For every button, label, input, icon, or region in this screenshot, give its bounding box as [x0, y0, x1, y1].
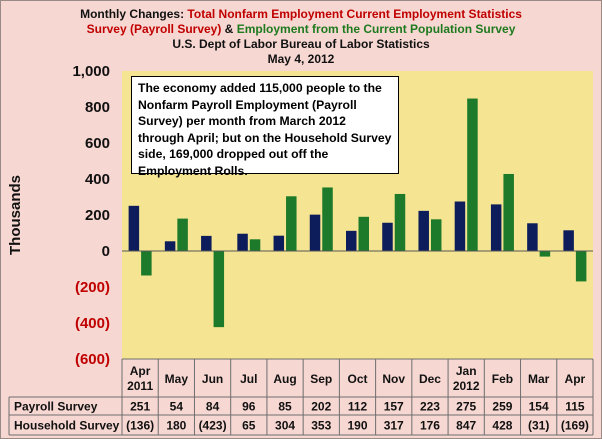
bar-payroll [128, 205, 140, 251]
bar-household [141, 251, 152, 276]
table-cell-value: 202 [311, 400, 331, 414]
table-cell-value: 428 [492, 419, 512, 433]
bar-household [177, 218, 188, 251]
table-cell-value: 115 [565, 400, 585, 414]
bar-household [467, 98, 478, 251]
table-cell-value: 275 [456, 400, 476, 414]
x-tick-label: Dec [419, 372, 441, 386]
table-cell-value: (136) [126, 419, 154, 433]
x-tick-label-year: 2011 [127, 379, 153, 393]
title-payroll-survey: Survey (Payroll Survey) [86, 22, 222, 36]
bar-payroll [237, 233, 248, 251]
bar-payroll [382, 222, 393, 251]
bar-payroll [563, 230, 574, 251]
bar-household [575, 251, 587, 282]
table-cell-value: 176 [420, 419, 440, 433]
bar-payroll [273, 235, 285, 251]
x-tick-label: Apr [565, 372, 586, 386]
title-household-part: Employment from the Current Population S… [236, 22, 516, 36]
y-tick-label: 600 [85, 135, 110, 152]
table-cell-value: 84 [206, 400, 220, 414]
bar-household [539, 251, 551, 257]
x-tick-label: Jan [456, 364, 477, 378]
bar-payroll [201, 235, 212, 251]
table-cell-value: 180 [166, 419, 186, 433]
x-tick-label: Mar [528, 372, 550, 386]
table-cell-value: 317 [384, 419, 404, 433]
x-tick-label: Nov [382, 372, 405, 386]
x-tick-label: Oct [347, 372, 367, 386]
table-cell-value: 112 [348, 400, 368, 414]
table-cell-value: 259 [492, 400, 512, 414]
bar-payroll [164, 241, 176, 251]
y-tick-label: 1,000 [72, 63, 110, 80]
y-axis-label: Thousands [7, 175, 24, 255]
chart-annotation: The economy added 115,000 people to the … [131, 76, 399, 178]
title-payroll-part: Total Nonfarm Employment Current Employm… [187, 7, 522, 21]
bar-household [394, 193, 406, 251]
y-tick-label: 200 [85, 207, 110, 224]
x-tick-label: Feb [492, 372, 513, 386]
x-tick-label: Sep [310, 372, 332, 386]
bar-payroll [418, 210, 429, 251]
bar-payroll [490, 204, 502, 251]
bar-household [249, 239, 261, 251]
title-line-2: Survey (Payroll Survey) & Employment fro… [1, 22, 601, 37]
table-cell-value: 304 [275, 419, 295, 433]
title-line-1: Monthly Changes: Total Nonfarm Employmen… [1, 7, 601, 22]
table-cell-value: (169) [561, 419, 589, 433]
title-prefix: Monthly Changes: [80, 7, 188, 21]
table-series-name: Payroll Survey [14, 400, 98, 414]
x-tick-label: Jun [202, 372, 223, 386]
table-cell-value: (423) [199, 419, 227, 433]
table-cell-value: 96 [242, 400, 256, 414]
y-tick-label: (200) [75, 279, 110, 296]
table-cell-value: 85 [278, 400, 292, 414]
y-tick-label: 800 [85, 99, 110, 116]
table-cell-value: 54 [170, 400, 184, 414]
table-cell-value: 65 [242, 419, 256, 433]
table-cell-value: 223 [420, 400, 440, 414]
x-tick-label: Apr [130, 364, 151, 378]
table-cell-value: 353 [311, 419, 331, 433]
bar-payroll [346, 230, 357, 251]
x-tick-label: Jul [240, 372, 257, 386]
y-tick-label: 0 [102, 243, 110, 260]
table-cell-value: 190 [347, 419, 367, 433]
table-cell-value: 157 [384, 400, 404, 414]
table-cell-value: 251 [130, 400, 150, 414]
x-tick-label: May [165, 372, 189, 386]
bar-household [213, 251, 225, 328]
bar-payroll [527, 223, 538, 251]
table-cell-value: (31) [528, 419, 549, 433]
bar-household [322, 187, 333, 251]
bar-household [286, 196, 297, 251]
bar-household [358, 216, 369, 251]
title-ampersand: & [221, 22, 237, 36]
title-source: U.S. Dept of Labor Bureau of Labor Stati… [172, 37, 430, 51]
title-date: May 4, 2012 [267, 52, 335, 66]
table-cell-value: 847 [456, 419, 476, 433]
bar-household [430, 219, 442, 251]
y-tick-label: 400 [85, 171, 110, 188]
x-tick-label: Aug [273, 372, 296, 386]
bar-payroll [309, 214, 321, 251]
bar-household [503, 173, 514, 251]
chart-title: Monthly Changes: Total Nonfarm Employmen… [1, 7, 601, 67]
y-tick-label: (400) [75, 315, 110, 332]
table-cell-value: 154 [529, 400, 549, 414]
y-tick-label: (600) [75, 351, 110, 368]
x-tick-label-year: 2012 [453, 379, 480, 393]
table-series-name: Household Survey [14, 419, 120, 433]
bar-payroll [454, 201, 466, 251]
